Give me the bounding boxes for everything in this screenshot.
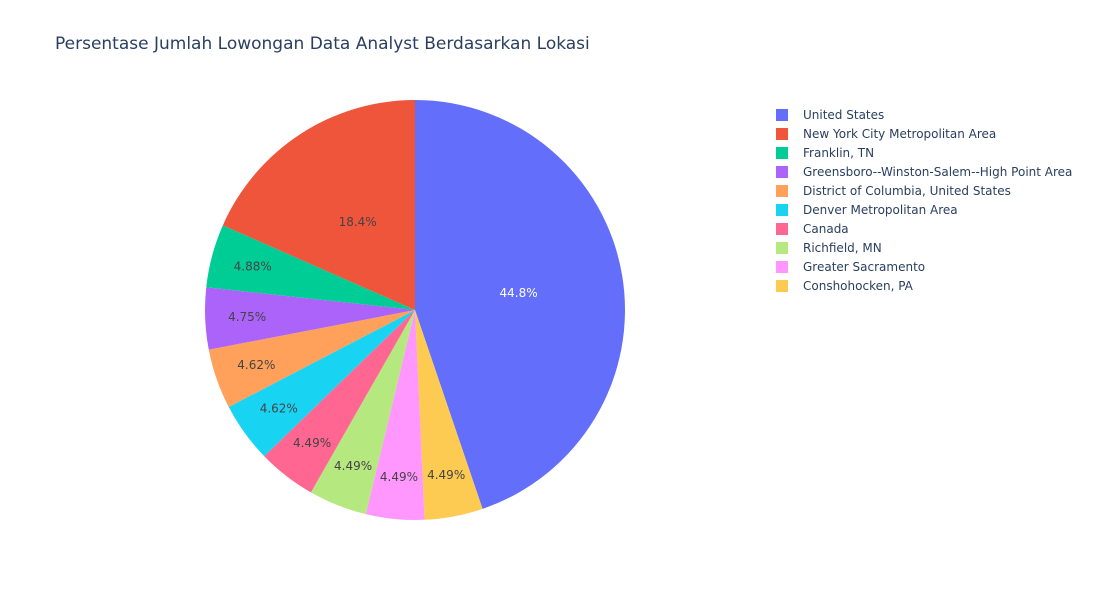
pie-slice-0[interactable] — [415, 100, 625, 509]
chart-title: Persentase Jumlah Lowongan Data Analyst … — [55, 34, 590, 54]
legend-item-2[interactable]: Franklin, TN — [776, 143, 1072, 162]
legend-item-9[interactable]: Conshohocken, PA — [776, 276, 1072, 295]
slice-label-6: 4.62% — [237, 358, 275, 372]
pie-slice-9[interactable] — [222, 100, 415, 310]
slice-label-4: 4.49% — [293, 436, 331, 450]
pie-slices — [205, 100, 625, 520]
legend-label: Franklin, TN — [803, 145, 875, 160]
legend-label: United States — [803, 107, 885, 122]
pie-slice-8[interactable] — [206, 225, 415, 310]
pie-slice-7[interactable] — [205, 287, 415, 350]
legend-swatch — [776, 146, 788, 159]
legend-label: Greater Sacramento — [803, 259, 926, 274]
legend-item-3[interactable]: Greensboro--Winston-Salem--High Point Ar… — [776, 162, 1072, 181]
slice-label-0: 44.8% — [500, 286, 538, 300]
slice-label-3: 4.49% — [334, 459, 372, 473]
pie-slice-1[interactable] — [415, 310, 483, 520]
pie-slice-3[interactable] — [310, 310, 415, 515]
legend-item-1[interactable]: New York City Metropolitan Area — [776, 124, 1072, 143]
pie-slice-4[interactable] — [264, 310, 415, 493]
slice-label-8: 4.88% — [234, 260, 272, 274]
legend: United States New York City Metropolitan … — [776, 105, 1072, 295]
legend-item-8[interactable]: Greater Sacramento — [776, 257, 1072, 276]
legend-label: Richfield, MN — [803, 240, 882, 255]
legend-swatch — [776, 260, 788, 273]
pie-slice-6[interactable] — [208, 310, 415, 407]
legend-swatch — [776, 184, 788, 197]
legend-swatch — [776, 165, 788, 178]
legend-label: Conshohocken, PA — [803, 278, 913, 293]
legend-swatch — [776, 203, 788, 216]
slice-label-1: 4.49% — [427, 468, 465, 482]
slice-label-2: 4.49% — [380, 470, 418, 484]
legend-item-4[interactable]: District of Columbia, United States — [776, 181, 1072, 200]
legend-label: District of Columbia, United States — [803, 183, 1011, 198]
slice-label-7: 4.75% — [228, 310, 266, 324]
legend-label: Canada — [803, 221, 849, 236]
legend-label: Denver Metropolitan Area — [803, 202, 958, 217]
legend-swatch — [776, 127, 788, 140]
legend-swatch — [776, 279, 788, 292]
slice-label-9: 18.4% — [339, 215, 377, 229]
legend-label: New York City Metropolitan Area — [803, 126, 997, 141]
pie-slice-5[interactable] — [228, 310, 415, 457]
legend-item-5[interactable]: Denver Metropolitan Area — [776, 200, 1072, 219]
legend-item-0[interactable]: United States — [776, 105, 1072, 124]
legend-swatch — [776, 222, 788, 235]
legend-item-6[interactable]: Canada — [776, 219, 1072, 238]
slice-label-5: 4.62% — [260, 401, 298, 415]
pie-labels: 44.8%4.49%4.49%4.49%4.49%4.62%4.62%4.75%… — [228, 215, 538, 484]
legend-swatch — [776, 241, 788, 254]
pie-slice-2[interactable] — [365, 310, 425, 520]
legend-swatch — [776, 108, 788, 121]
legend-label: Greensboro--Winston-Salem--High Point Ar… — [803, 164, 1073, 179]
legend-item-7[interactable]: Richfield, MN — [776, 238, 1072, 257]
